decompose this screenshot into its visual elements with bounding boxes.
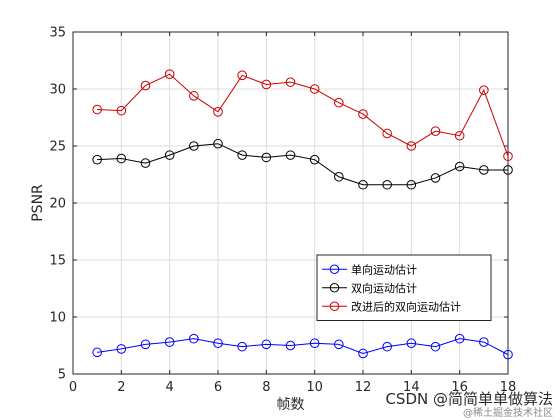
series-1 (92, 333, 513, 360)
grid-layer (73, 32, 508, 374)
y-tick-label: 20 (49, 197, 66, 212)
data-point (116, 344, 127, 354)
watermark-text: CSDN @简简单单做算法 (385, 390, 553, 408)
data-point (213, 107, 223, 117)
series-3 (92, 69, 513, 162)
data-point (358, 109, 368, 119)
data-point (382, 179, 392, 190)
data-point (430, 126, 441, 136)
data-point (309, 154, 320, 165)
x-tick-label: 4 (166, 380, 174, 395)
data-point (358, 179, 368, 190)
legend-marker (329, 301, 340, 312)
data-point (92, 154, 102, 165)
data-point (261, 339, 272, 350)
x-tick-label: 2 (117, 380, 125, 395)
series-line (97, 143, 508, 186)
data-point (454, 161, 465, 172)
data-point (309, 84, 320, 94)
x-tick-label: 8 (262, 380, 270, 395)
legend-label: 双向运动估计 (351, 281, 417, 295)
y-axis-title: PSNR (30, 184, 46, 222)
series-2 (92, 138, 513, 190)
data-point (406, 338, 417, 349)
data-point (237, 150, 247, 160)
data-point (164, 69, 175, 79)
data-point (334, 339, 344, 350)
data-point (116, 105, 127, 116)
y-tick-label: 10 (49, 311, 66, 326)
data-point (334, 97, 344, 108)
data-point (406, 179, 417, 190)
y-tick-label: 5 (58, 368, 66, 383)
y-tick-label: 15 (49, 254, 66, 269)
data-point (285, 77, 296, 87)
data-point (503, 151, 513, 162)
data-point (140, 339, 151, 350)
data-point (237, 341, 247, 352)
x-tick-label: 12 (355, 380, 372, 395)
data-point (92, 347, 102, 358)
data-point (189, 141, 199, 151)
legend-box (316, 254, 492, 321)
x-tick-label: 6 (214, 380, 222, 395)
data-point (358, 348, 368, 359)
data-point (116, 153, 127, 164)
data-point (164, 337, 175, 347)
x-tick-label: 14 (403, 380, 420, 395)
data-point (454, 333, 465, 344)
series-line (97, 338, 509, 356)
data-point (92, 104, 102, 115)
y-tick-label: 35 (49, 26, 66, 41)
data-point (454, 130, 465, 141)
data-point (285, 150, 296, 160)
data-point (164, 150, 175, 160)
data-point (189, 91, 199, 101)
x-tick-label: 0 (69, 380, 77, 395)
watermark-subtext: @稀土掘金技术社区 (463, 406, 553, 419)
data-point (430, 173, 441, 183)
data-point (479, 165, 489, 175)
data-point (189, 333, 199, 344)
ticks-layer: 0 2 4 6 8 10 12 14 16 18 5 10 15 20 25 30 35 (49, 26, 516, 396)
series-line (97, 73, 509, 157)
data-point (503, 165, 513, 175)
legend-marker (329, 264, 340, 275)
data-point (382, 128, 392, 139)
series-layer (92, 69, 513, 360)
y-tick-label: 25 (49, 140, 66, 155)
x-axis-title: 帧数 (277, 397, 305, 413)
x-tick-label: 18 (500, 380, 517, 395)
data-point (213, 338, 223, 349)
data-point (140, 158, 151, 168)
data-point (479, 85, 489, 95)
data-point (430, 341, 441, 352)
data-point (285, 340, 296, 351)
legend-label: 改进后的双向运动估计 (351, 299, 461, 313)
data-point (334, 171, 344, 182)
data-point (140, 80, 151, 91)
data-point (503, 349, 513, 360)
x-tick-label: 10 (306, 380, 323, 395)
data-point (382, 341, 392, 352)
data-point (261, 152, 272, 163)
data-point (213, 138, 223, 149)
data-point (479, 337, 489, 347)
x-tick-label: 16 (451, 380, 468, 395)
data-point (406, 141, 417, 151)
y-tick-label: 30 (49, 83, 66, 98)
data-point (261, 79, 272, 90)
data-point (237, 70, 247, 81)
legend-marker (329, 282, 340, 293)
legend-label: 单向运动估计 (351, 262, 417, 276)
data-point (309, 338, 320, 349)
